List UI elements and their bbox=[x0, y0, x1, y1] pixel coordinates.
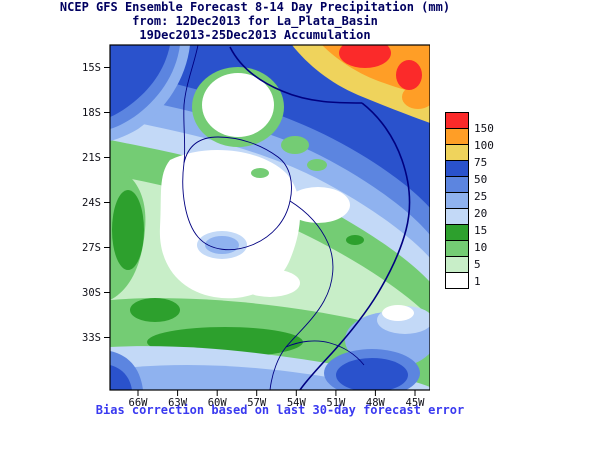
lat-axis-labels: 15S 18S 21S 24S 27S 30S 33S bbox=[82, 62, 101, 344]
legend-swatches bbox=[445, 112, 469, 289]
lat-label: 27S bbox=[82, 242, 101, 254]
border-uruguay-north bbox=[285, 340, 365, 366]
fill-red-blob-2 bbox=[396, 60, 422, 90]
color-legend: 150 100 75 50 25 20 15 10 5 1 bbox=[445, 112, 508, 289]
legend-label: 1 bbox=[474, 275, 481, 288]
lon-label: 57W bbox=[247, 397, 267, 407]
fill-darkgreen-dot bbox=[346, 235, 364, 245]
fill-green-gap-1 bbox=[281, 136, 309, 154]
lon-label: 51W bbox=[326, 397, 346, 407]
legend-swatch-20-25 bbox=[445, 192, 469, 209]
lon-label: 54W bbox=[287, 397, 307, 407]
lat-label: 33S bbox=[82, 332, 101, 344]
axis-ticks bbox=[104, 67, 416, 396]
lon-label: 60W bbox=[208, 397, 228, 407]
legend-label: 10 bbox=[474, 241, 488, 254]
lat-label: 21S bbox=[82, 152, 101, 164]
precip-fill-regions bbox=[110, 45, 430, 390]
chart-title: NCEP GFS Ensemble Forecast 8-14 Day Prec… bbox=[0, 0, 510, 42]
legend-swatch-100-150 bbox=[445, 128, 469, 145]
lon-label: 45W bbox=[406, 397, 426, 407]
precipitation-map: 15S 18S 21S 24S 27S 30S 33S 66W 63W 60W … bbox=[82, 44, 430, 407]
legend-swatch-75-100 bbox=[445, 144, 469, 161]
basin-boundary-north bbox=[229, 46, 363, 104]
legend-label: 100 bbox=[474, 139, 494, 152]
legend-label: 50 bbox=[474, 173, 488, 186]
fill-green-dot-1 bbox=[251, 168, 269, 178]
fill-white-top-center bbox=[202, 73, 274, 137]
fill-white-center bbox=[159, 150, 301, 299]
title-line-3: 19Dec2013-25Dec2013 Accumulation bbox=[139, 28, 371, 42]
fill-white-right-center bbox=[286, 187, 350, 223]
lat-label: 18S bbox=[82, 107, 101, 119]
fill-lightblue-spot bbox=[205, 236, 239, 254]
lon-label: 48W bbox=[366, 397, 386, 407]
lon-label: 63W bbox=[168, 397, 188, 407]
lat-label: 30S bbox=[82, 287, 101, 299]
legend-label: 15 bbox=[474, 224, 488, 237]
legend-label: 75 bbox=[474, 156, 488, 169]
map-boundaries bbox=[182, 45, 411, 390]
fill-darkblue-bottom-left bbox=[110, 365, 132, 390]
legend-swatch-25-50 bbox=[445, 176, 469, 193]
border-bolivia bbox=[183, 45, 199, 164]
lat-label: 24S bbox=[82, 197, 101, 209]
title-line-1: NCEP GFS Ensemble Forecast 8-14 Day Prec… bbox=[59, 0, 451, 14]
legend-label: 25 bbox=[474, 190, 488, 203]
legend-swatch-10-15 bbox=[445, 224, 469, 241]
legend-swatch-under-1 bbox=[445, 272, 469, 289]
legend-swatch-50-75 bbox=[445, 160, 469, 177]
legend-swatch-1-5 bbox=[445, 256, 469, 273]
lon-axis-labels: 66W 63W 60W 57W 54W 51W 48W 45W bbox=[129, 397, 426, 407]
footer-caption: Bias correction based on last 30-day for… bbox=[95, 403, 465, 417]
fill-red-blob-1 bbox=[339, 45, 391, 68]
title-line-2: from: 12Dec2013 for La_Plata_Basin bbox=[132, 14, 378, 28]
fill-white-se bbox=[382, 305, 414, 321]
legend-labels: 150 100 75 50 25 20 15 10 5 1 bbox=[474, 112, 508, 289]
fill-darkblue-se bbox=[336, 358, 408, 390]
fill-darkblue-corner bbox=[110, 45, 170, 117]
fill-orange-blob bbox=[402, 85, 430, 109]
legend-label: 20 bbox=[474, 207, 488, 220]
lat-label: 15S bbox=[82, 62, 101, 74]
legend-label: 150 bbox=[474, 122, 494, 135]
fill-white-bottom-center bbox=[240, 269, 300, 297]
fill-darkgreen-left bbox=[112, 190, 144, 270]
basin-boundary-east bbox=[299, 102, 411, 390]
fill-darkgreen-bottom-2 bbox=[130, 298, 180, 322]
legend-swatch-5-10 bbox=[445, 240, 469, 257]
map-frame bbox=[109, 44, 430, 391]
fill-lightblue-bottom-inner bbox=[135, 364, 378, 390]
legend-swatch-150plus bbox=[445, 112, 469, 129]
fill-green-gap-2 bbox=[307, 159, 327, 171]
legend-label: 5 bbox=[474, 258, 481, 271]
border-argentina-brazil bbox=[269, 200, 334, 390]
legend-swatch-15-20 bbox=[445, 208, 469, 225]
lon-label: 66W bbox=[129, 397, 149, 407]
